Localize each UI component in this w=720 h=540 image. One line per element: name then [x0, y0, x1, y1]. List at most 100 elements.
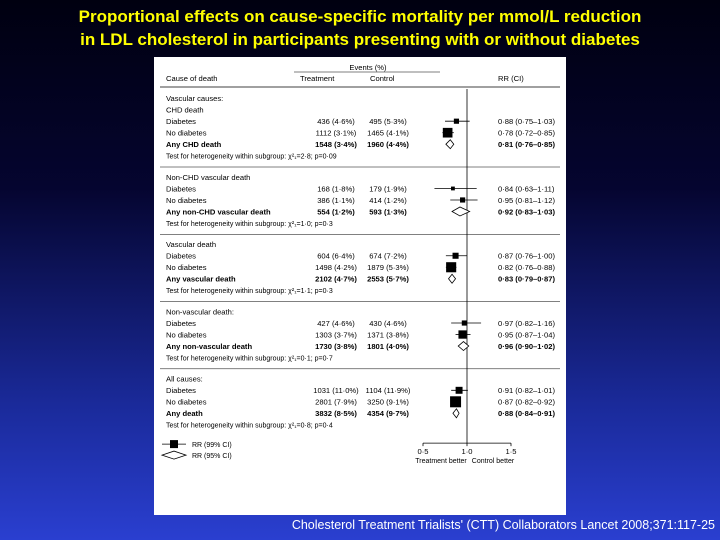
row-control: 1104 (11·9%)	[366, 386, 411, 395]
rr-square	[442, 127, 453, 138]
row-rr: 0·87 (0·76–1·00)	[498, 252, 555, 261]
row-rr: 0·97 (0·82–1·16)	[498, 319, 555, 328]
group-heading: Non-vascular death:	[166, 307, 234, 316]
row-treatment: 1498 (4·2%)	[315, 263, 357, 272]
group-subheading: CHD death	[166, 106, 204, 115]
row-label: Diabetes	[166, 319, 196, 328]
row-rr: 0·91 (0·82–1·01)	[498, 386, 555, 395]
row-treatment: 1548 (3·4%)	[315, 140, 357, 149]
row-rr: 0·92 (0·83–1·03)	[498, 207, 555, 216]
heterogeneity-test: Test for heterogeneity within subgroup: …	[166, 423, 333, 430]
forest-plot: Cause of death Treatment Control RR (CI) Eve…	[160, 63, 560, 465]
ci-diamond	[452, 408, 460, 419]
row-label: Diabetes	[166, 252, 196, 261]
x-tick-label: 1·5	[506, 447, 517, 456]
header-events: Events (%)	[349, 63, 387, 72]
legend-square-label: RR (99% CI)	[192, 442, 232, 449]
row-control: 1371 (3·8%)	[367, 330, 409, 339]
row-label: No diabetes	[166, 196, 207, 205]
row-control: 2553 (5·7%)	[367, 275, 409, 284]
row-control: 593 (1·3%)	[369, 207, 407, 216]
slide-title-line-1: Proportional effects on cause-specific m…	[78, 7, 642, 26]
rr-square	[446, 262, 457, 273]
slide-title-line-2: in LDL cholesterol in participants prese…	[80, 30, 640, 49]
ci-diamond	[457, 340, 470, 352]
header-treatment: Treatment	[300, 74, 335, 83]
row-label: Any non-vascular death	[166, 342, 252, 351]
slide-title: Proportional effects on cause-specific m…	[0, 5, 720, 51]
row-label: Any vascular death	[166, 275, 236, 284]
row-treatment: 3832 (8·5%)	[315, 409, 357, 418]
row-rr: 0·78 (0·72–0·85)	[498, 129, 555, 138]
rr-square	[453, 118, 460, 124]
row-control: 1960 (4·4%)	[367, 140, 409, 149]
row-treatment: 386 (1·1%)	[317, 196, 355, 205]
row-rr: 0·96 (0·90–1·02)	[498, 342, 555, 351]
row-control: 1879 (5·3%)	[367, 263, 409, 272]
row-control: 674 (7·2%)	[369, 252, 407, 261]
row-treatment: 2102 (4·7%)	[315, 275, 357, 284]
row-rr: 0·83 (0·79–0·87)	[498, 275, 555, 284]
row-label: Diabetes	[166, 184, 196, 193]
heterogeneity-test: Test for heterogeneity within subgroup: …	[166, 355, 333, 362]
x-label-treatment-better: Treatment better	[415, 458, 467, 465]
row-label: Diabetes	[166, 386, 196, 395]
group-heading: All causes:	[166, 375, 203, 384]
row-treatment: 427 (4·6%)	[317, 319, 355, 328]
citation: Cholesterol Treatment Trialists' (CTT) C…	[291, 518, 715, 532]
row-rr: 0·82 (0·76–0·88)	[498, 263, 555, 272]
header-control: Control	[370, 74, 395, 83]
ci-diamond	[445, 139, 455, 150]
row-control: 4354 (9·7%)	[367, 409, 409, 418]
header-cause: Cause of death	[166, 74, 218, 83]
row-control: 179 (1·9%)	[369, 184, 407, 193]
rr-square	[460, 197, 466, 203]
row-treatment: 2801 (7·9%)	[315, 398, 357, 407]
header-rr: RR (CI)	[498, 74, 524, 83]
x-label-control-better: Control better	[472, 458, 515, 465]
ci-diamond	[451, 206, 471, 217]
row-control: 3250 (9·1%)	[367, 398, 409, 407]
row-treatment: 1730 (3·8%)	[315, 342, 357, 351]
row-treatment: 1303 (3·7%)	[315, 330, 357, 339]
rr-square	[451, 186, 455, 191]
legend-square	[170, 440, 178, 449]
row-rr: 0·95 (0·87–1·04)	[498, 330, 555, 339]
row-control: 414 (1·2%)	[369, 196, 407, 205]
row-label: Any non-CHD vascular death	[166, 207, 271, 216]
row-label: Diabetes	[166, 117, 196, 126]
row-treatment: 1031 (11·0%)	[313, 386, 359, 395]
row-control: 495 (5·3%)	[369, 117, 407, 126]
x-tick-label: 0·5	[418, 447, 429, 456]
row-control: 1801 (4·0%)	[367, 342, 409, 351]
legend-diamond-label: RR (95% CI)	[192, 453, 232, 460]
row-label: No diabetes	[166, 398, 207, 407]
group-heading: Non-CHD vascular death	[166, 173, 250, 182]
row-treatment: 168 (1·8%)	[317, 184, 355, 193]
legend-diamond	[160, 450, 188, 460]
rr-square	[455, 386, 463, 394]
rr-square	[450, 396, 462, 408]
heterogeneity-test: Test for heterogeneity within subgroup: …	[166, 154, 337, 161]
group-heading: Vascular causes:	[166, 94, 223, 103]
forest-plot-panel: Cause of death Treatment Control RR (CI) Eve…	[154, 57, 566, 515]
row-rr: 0·95 (0·81–1·12)	[498, 196, 555, 205]
row-rr: 0·88 (0·84–0·91)	[498, 409, 555, 418]
rr-square	[452, 252, 459, 259]
row-rr: 0·87 (0·82–0·92)	[498, 398, 555, 407]
row-control: 1465 (4·1%)	[367, 129, 409, 138]
rr-square	[461, 320, 467, 326]
row-treatment: 604 (6·4%)	[317, 252, 355, 261]
rr-square	[458, 330, 467, 339]
row-label: No diabetes	[166, 263, 207, 272]
x-tick-label: 1·0	[462, 447, 473, 456]
heterogeneity-test: Test for heterogeneity within subgroup: …	[166, 221, 333, 228]
row-rr: 0·81 (0·76–0·85)	[498, 140, 555, 149]
row-treatment: 436 (4·6%)	[317, 117, 355, 126]
row-treatment: 554 (1·2%)	[317, 207, 355, 216]
row-treatment: 1112 (3·1%)	[316, 129, 357, 138]
row-label: Any death	[166, 409, 203, 418]
row-label: Any CHD death	[166, 140, 222, 149]
heterogeneity-test: Test for heterogeneity within subgroup: …	[166, 288, 333, 295]
row-control: 430 (4·6%)	[369, 319, 407, 328]
